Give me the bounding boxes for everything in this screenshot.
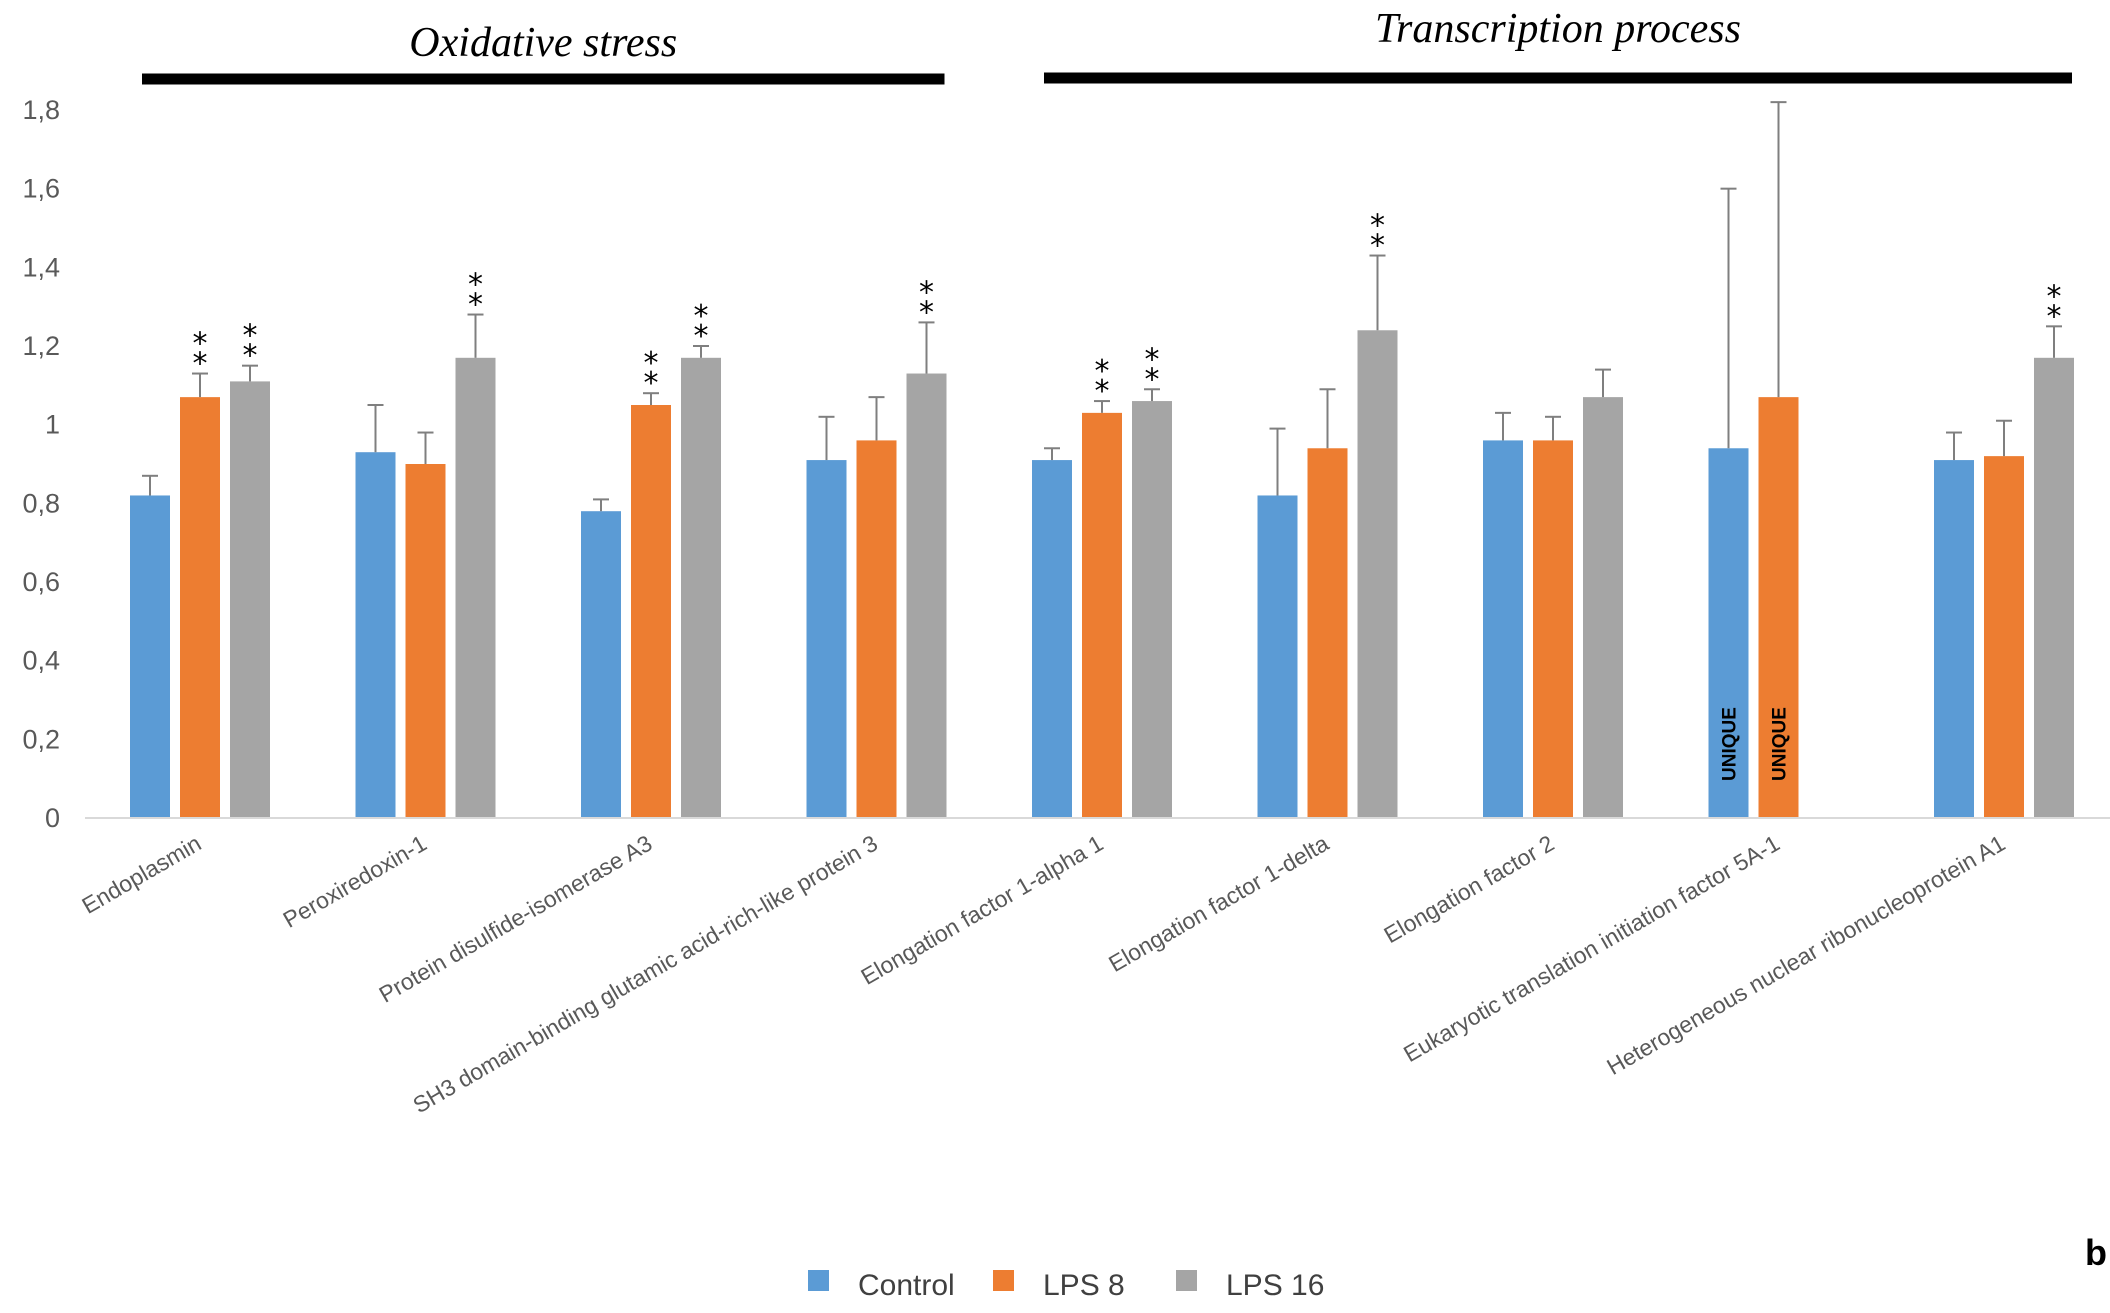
bar-lps-8: [405, 464, 446, 818]
significance-marker: *: [468, 288, 483, 323]
bar-lps-16: [455, 357, 496, 818]
bar-lps-8: [856, 440, 897, 818]
x-tick-label: Elongation factor 1-delta: [1104, 830, 1333, 977]
x-tick-label: Eukaryotic translation initiation factor…: [1399, 830, 1784, 1067]
bar-control: [130, 495, 170, 818]
significance-marker: *: [1145, 362, 1160, 397]
panel-label: b: [2085, 1232, 2107, 1273]
legend-label: LPS 16: [1226, 1269, 1324, 1302]
significance-marker: *: [919, 275, 934, 310]
group-title: Transcription process: [1375, 6, 1741, 52]
bar-lps-8: [1533, 440, 1573, 818]
bar-lps-16: [906, 373, 947, 818]
bar-lps-16: [230, 381, 270, 818]
bar-lps-8: [180, 397, 220, 818]
group-headers: Oxidative stress Transcription process: [142, 6, 2072, 85]
y-tick-label: 1,4: [22, 252, 60, 282]
significance-marker: *: [1095, 354, 1110, 389]
bar-lps-16: [1132, 401, 1172, 818]
x-tick-label: SH3 domain-binding glutamic acid-rich-li…: [408, 830, 882, 1118]
legend-label: LPS 8: [1043, 1269, 1125, 1302]
significance-markers: ** ** ****** **********UNIQUE UNIQUE: [193, 209, 2062, 781]
significance-marker: *: [694, 299, 709, 334]
significance-marker: *: [2047, 279, 2062, 314]
significance-marker: *: [243, 339, 258, 374]
y-tick-label: 0,8: [22, 488, 60, 518]
bar-control: [355, 452, 396, 818]
significance-marker: *: [1095, 374, 1110, 409]
legend-swatch: [1176, 1270, 1197, 1291]
bar-control: [1257, 495, 1298, 818]
bar-lps-16: [681, 357, 721, 818]
unique-label: UNIQUE: [1720, 707, 1741, 781]
bar-lps-8: [1307, 448, 1348, 818]
error-bars: [142, 101, 2062, 512]
bar-lps-8: [1984, 456, 2024, 818]
bar-control: [806, 460, 847, 818]
bar-lps-8: [1758, 397, 1799, 818]
bar-lps-16: [1583, 397, 1623, 818]
bars: [130, 330, 2074, 818]
x-tick-label: Peroxiredoxin-1: [278, 830, 431, 933]
bar-control: [1934, 460, 1974, 818]
y-tick-label: 1,8: [22, 95, 60, 125]
bar-lps-8: [631, 405, 671, 818]
group-title: Oxidative stress: [409, 20, 677, 66]
significance-marker: *: [644, 346, 659, 381]
bar-control: [1708, 448, 1749, 818]
bar-lps-16: [2034, 357, 2074, 818]
legend-label: Control: [858, 1269, 955, 1302]
y-tick-label: 1,2: [22, 331, 60, 361]
x-tick-label: Elongation factor 1-alpha 1: [856, 830, 1107, 990]
legend: Control LPS 8 LPS 16: [808, 1269, 1324, 1302]
bar-control: [581, 511, 621, 818]
legend-swatch: [993, 1270, 1014, 1291]
significance-marker: *: [2047, 299, 2062, 334]
x-tick-label: Endoplasmin: [77, 830, 205, 919]
bar-control: [1483, 440, 1523, 818]
significance-marker: *: [919, 295, 934, 330]
significance-marker: *: [694, 319, 709, 354]
significance-marker: *: [1370, 209, 1385, 244]
y-tick-label: 0,6: [22, 567, 60, 597]
significance-marker: *: [468, 268, 483, 303]
bar-lps-16: [1357, 330, 1398, 818]
y-tick-label: 1,6: [22, 174, 60, 204]
significance-marker: *: [1370, 229, 1385, 264]
y-tick-label: 0,2: [22, 724, 60, 754]
significance-marker: *: [193, 327, 208, 362]
unique-label: UNIQUE: [1770, 707, 1791, 781]
y-tick-label: 0,4: [22, 646, 60, 676]
bar-lps-8: [1082, 412, 1122, 818]
x-tick-label: Elongation factor 2: [1379, 830, 1558, 948]
significance-marker: *: [193, 347, 208, 382]
x-tick-label: Heterogeneous nuclear ribonucleoprotein …: [1602, 830, 2009, 1080]
significance-marker: *: [644, 366, 659, 401]
legend-swatch: [808, 1270, 829, 1291]
y-axis-ticks: 0 0,2 0,4 0,6 0,8 1 1,2 1,4 1,6 1,8: [22, 95, 60, 833]
significance-marker: *: [1145, 342, 1160, 377]
significance-marker: *: [243, 319, 258, 354]
y-tick-label: 0: [45, 803, 60, 833]
y-tick-label: 1: [45, 410, 60, 440]
bar-control: [1032, 460, 1072, 818]
